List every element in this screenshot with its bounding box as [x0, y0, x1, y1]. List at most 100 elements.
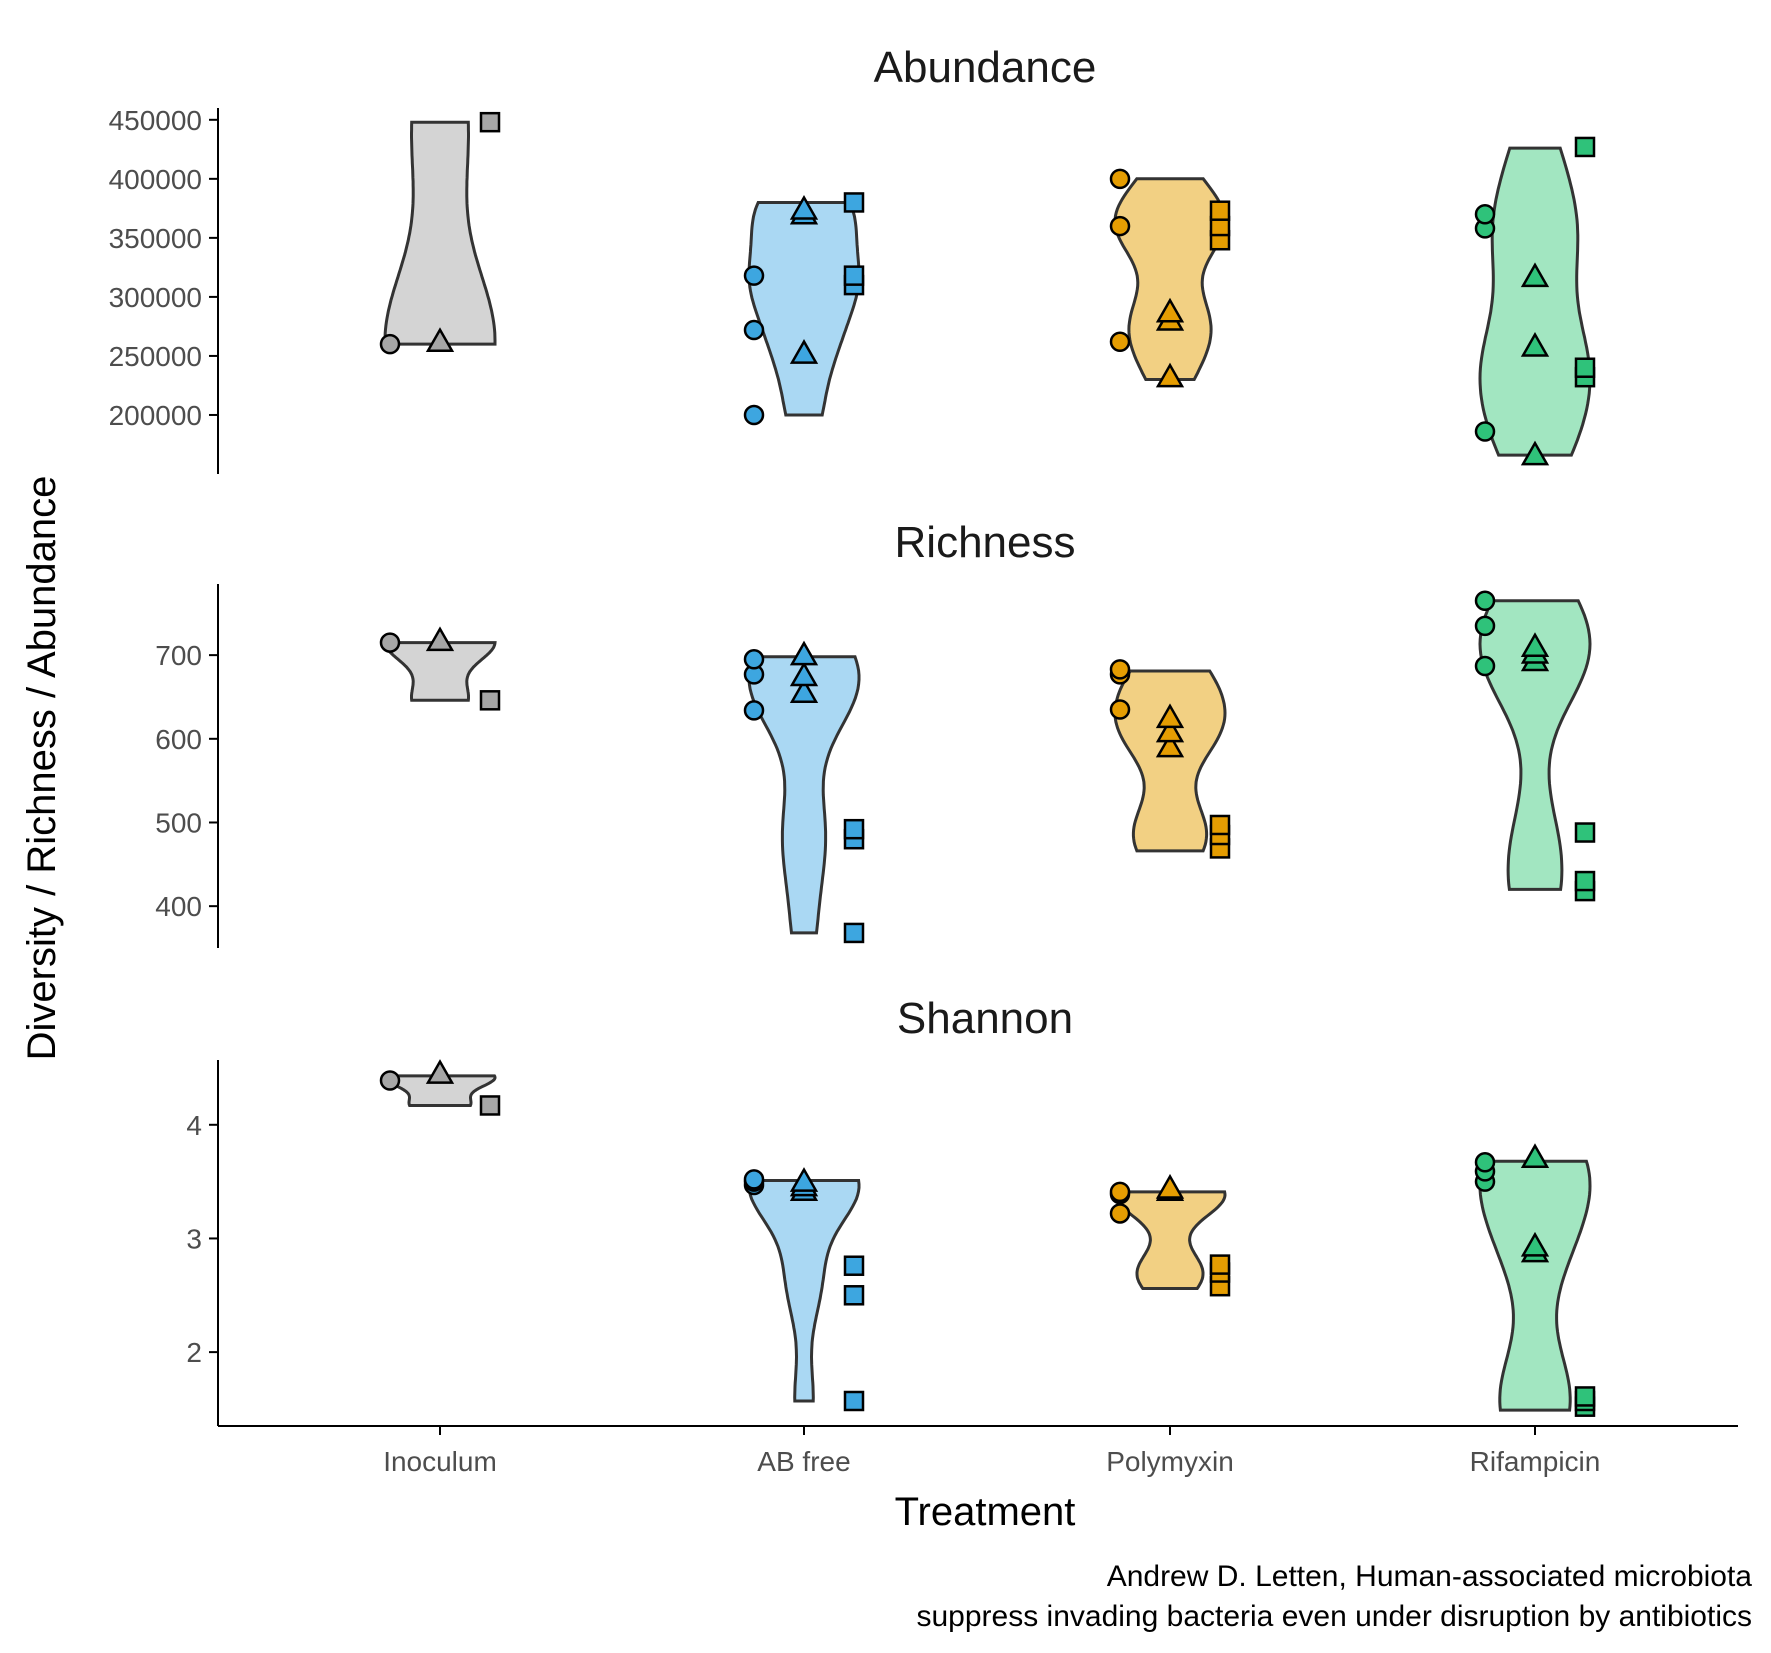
y-axis-title: Diversity / Richness / Abundance	[20, 476, 64, 1061]
caption-line-2: suppress invading bacteria even under di…	[916, 1600, 1752, 1633]
point-circle	[743, 319, 765, 341]
panel-title: Shannon	[897, 994, 1073, 1043]
group-inoculum	[379, 1059, 501, 1116]
x-tick-label: Rifampicin	[1470, 1446, 1601, 1477]
point-triangle	[1155, 717, 1185, 743]
point-triangle	[425, 1059, 455, 1084]
x-axis-title: Treatment	[895, 1490, 1076, 1534]
point-square	[1574, 357, 1596, 378]
y-tick-label: 400000	[109, 164, 202, 195]
point-triangle	[789, 678, 819, 704]
violin	[747, 1179, 861, 1403]
point-triangle	[1520, 331, 1550, 357]
point-square	[1574, 822, 1596, 843]
point-triangle	[1520, 1231, 1550, 1257]
point-circle	[1474, 615, 1496, 637]
point-triangle	[789, 195, 819, 220]
point-triangle	[1155, 703, 1185, 729]
violin	[1478, 146, 1592, 457]
group-ab-free	[743, 1167, 865, 1412]
point-square	[1209, 1254, 1231, 1275]
point-triangle	[1155, 1173, 1185, 1199]
point-triangle	[1155, 732, 1185, 758]
point-circle	[1109, 699, 1131, 720]
y-tick-label: 4	[186, 1110, 202, 1141]
point-triangle	[1520, 632, 1550, 658]
point-circle	[743, 649, 765, 670]
point-triangle	[789, 640, 819, 666]
y-tick-label: 200000	[109, 400, 202, 431]
point-triangle	[1520, 440, 1550, 466]
y-tick-label: 2	[186, 1337, 202, 1368]
point-circle	[1474, 655, 1496, 677]
point-square	[479, 690, 501, 711]
point-triangle	[425, 327, 455, 353]
y-tick-label: 350000	[109, 223, 202, 254]
violin	[1113, 177, 1227, 381]
point-circle	[1109, 659, 1131, 680]
point-circle	[1109, 168, 1131, 190]
x-tick-label: AB free	[757, 1446, 850, 1477]
group-polymyxin	[1109, 1173, 1231, 1297]
y-tick-label: 450000	[109, 105, 202, 136]
panel-title: Abundance	[874, 43, 1097, 92]
point-triangle	[425, 626, 455, 652]
point-triangle	[1155, 297, 1185, 323]
group-ab-free	[743, 192, 865, 426]
point-triangle	[789, 1167, 819, 1192]
x-tick-label: Polymyxin	[1106, 1446, 1234, 1477]
point-square	[479, 1095, 501, 1116]
point-square	[843, 1285, 865, 1306]
panel-abundance: Abundance 200000 250000 300000 350000 400000 4…	[109, 43, 1596, 474]
point-circle	[743, 1169, 765, 1190]
x-axis: Inoculum AB free Polymyxin Rifampicin	[218, 1425, 1738, 1477]
point-circle	[743, 265, 765, 286]
y-tick-label: 600	[155, 724, 202, 755]
point-triangle	[789, 339, 819, 364]
y-tick-label: 400	[155, 891, 202, 922]
x-tick-label: Inoculum	[383, 1446, 497, 1477]
group-ab-free	[743, 640, 865, 944]
violin	[1113, 669, 1227, 853]
violin	[1113, 1190, 1227, 1290]
point-circle	[379, 333, 401, 355]
point-square	[843, 265, 865, 286]
group-inoculum	[379, 626, 501, 711]
point-triangle	[1520, 262, 1550, 288]
y-tick-label: 700	[155, 640, 202, 671]
point-circle	[743, 700, 765, 721]
violin	[1478, 1159, 1592, 1412]
panel-title: Richness	[895, 518, 1076, 567]
point-circle	[1109, 1203, 1131, 1224]
violin	[383, 120, 497, 346]
panel-richness: Richness 400 500 600 700	[155, 518, 1596, 948]
point-square	[1209, 200, 1231, 221]
point-triangle	[1155, 362, 1185, 388]
point-circle	[1474, 590, 1496, 611]
point-square	[1574, 870, 1596, 892]
point-circle	[1109, 1181, 1131, 1203]
point-circle	[1109, 215, 1131, 237]
violin	[383, 641, 497, 702]
point-square	[479, 111, 501, 133]
point-circle	[1474, 204, 1496, 225]
point-square	[1574, 1386, 1596, 1407]
point-circle	[1109, 331, 1131, 353]
panel-shannon: Shannon 2 3 4	[186, 994, 1596, 1426]
y-tick-label: 500	[155, 807, 202, 838]
point-square	[1574, 136, 1596, 158]
point-square	[843, 818, 865, 840]
point-square	[843, 922, 865, 944]
caption-line-1: Andrew D. Letten, Human-associated micro…	[1107, 1560, 1753, 1593]
point-circle	[1474, 1152, 1496, 1173]
group-polymyxin	[1109, 168, 1231, 388]
group-rifampicin	[1474, 590, 1596, 902]
group-polymyxin	[1109, 659, 1231, 859]
point-square	[843, 1255, 865, 1276]
point-triangle	[789, 661, 819, 687]
chart-panels: Abundance 200000 250000 300000 350000 400000 4…	[109, 43, 1596, 1426]
group-rifampicin	[1474, 136, 1596, 466]
point-circle	[743, 404, 765, 426]
y-tick-label: 3	[186, 1223, 202, 1254]
point-square	[843, 192, 865, 213]
